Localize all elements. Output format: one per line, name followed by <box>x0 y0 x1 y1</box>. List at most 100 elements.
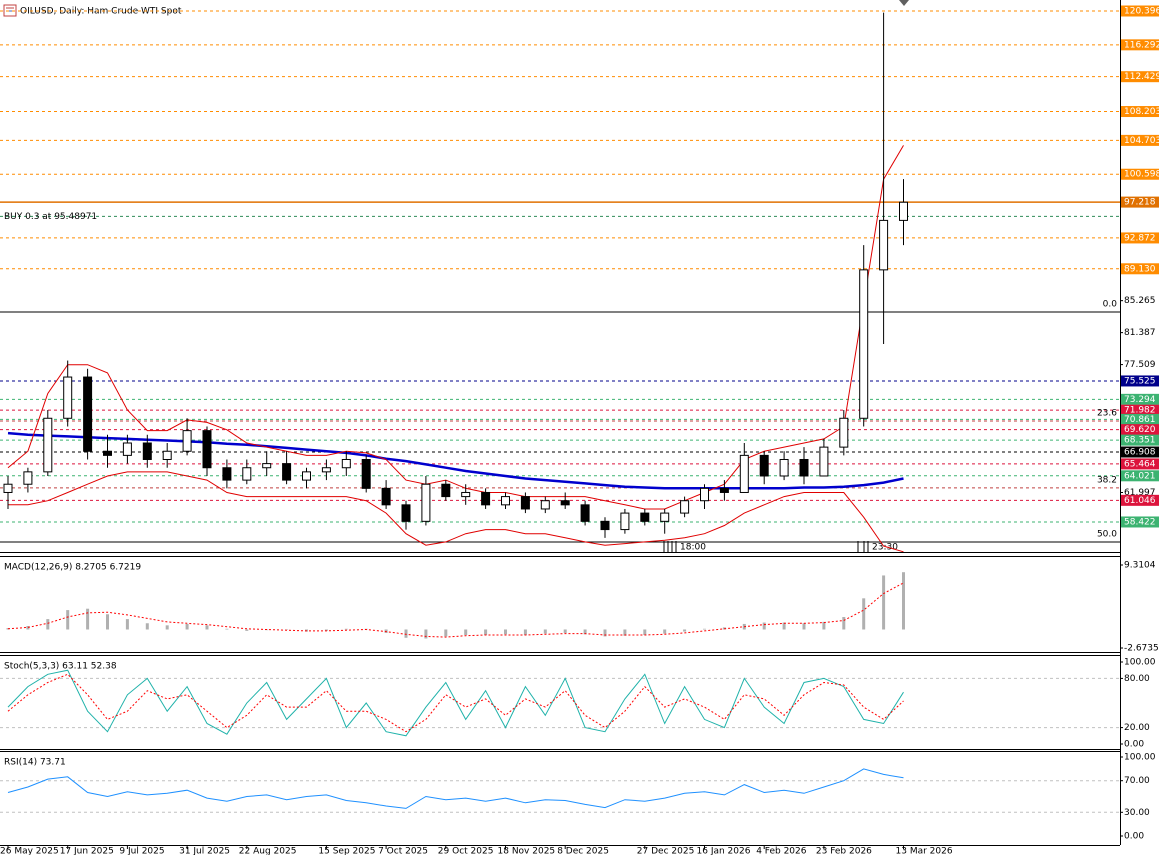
price-tag <box>1121 458 1159 470</box>
x-tick-label: 23 Feb 2026 <box>816 847 872 855</box>
candle-body <box>202 430 212 469</box>
candle-body <box>122 442 132 456</box>
candle-body <box>321 467 331 473</box>
candle-body <box>540 500 550 510</box>
price-tag-label: 66.908 <box>1124 448 1156 458</box>
candle-body <box>481 491 491 506</box>
y-tick-label: 81.387 <box>1124 328 1156 338</box>
price-tag-label: 75.525 <box>1124 376 1156 386</box>
macd-bar <box>842 617 846 630</box>
candle-body <box>361 458 371 489</box>
macd-bar <box>404 629 408 638</box>
pane <box>0 10 1120 552</box>
price-tag <box>1121 168 1159 180</box>
pane <box>0 768 1120 813</box>
candle-body <box>600 520 610 531</box>
fib-label: 23.6 <box>1097 408 1117 418</box>
price-tag-label: 120.396 <box>1124 6 1159 16</box>
x-tick-label: 22 Aug 2025 <box>239 847 297 855</box>
candle-body <box>222 467 232 481</box>
macd-bar <box>165 625 169 630</box>
fib-label: 38.2 <box>1097 475 1117 485</box>
price-tag <box>1121 71 1159 83</box>
candle-body <box>381 487 391 506</box>
candle-body <box>839 417 849 448</box>
candle-body <box>739 454 749 493</box>
overlay-line <box>8 471 904 552</box>
price-tag <box>1121 393 1159 405</box>
macd-bar <box>225 628 229 630</box>
macd-bar <box>66 610 70 630</box>
price-tag <box>1121 446 1159 458</box>
candle-body <box>819 446 829 477</box>
y-tick-label: 70.00 <box>1124 776 1150 786</box>
price-tag <box>1121 39 1159 51</box>
candle-body <box>560 500 570 506</box>
x-tick-label: 7 Oct 2025 <box>378 847 428 855</box>
macd-bar <box>424 629 428 639</box>
overlay-line <box>7 145 904 510</box>
macd-bar <box>583 629 587 635</box>
pane <box>0 669 1120 737</box>
price-tag-label: 73.294 <box>1124 395 1156 405</box>
x-tick-label: 16 Jan 2026 <box>697 847 751 855</box>
candle-body <box>620 512 630 531</box>
x-tick-label: 13 Mar 2026 <box>896 847 953 855</box>
price-tag-label: 65.464 <box>1124 459 1156 469</box>
macd-bar <box>464 629 468 636</box>
y-tick-label: 80.00 <box>1124 674 1150 684</box>
macd-bar <box>822 621 826 630</box>
fib-label: 0.0 <box>1103 299 1118 309</box>
price-tag-label: 104.703 <box>1124 136 1159 146</box>
candle-body <box>421 483 431 522</box>
x-tick-label: 18 Nov 2025 <box>498 847 556 855</box>
price-tag-label: 68.351 <box>1124 436 1156 446</box>
candle-body <box>660 512 670 522</box>
price-tag <box>1121 424 1159 436</box>
indicator-title: RSI(14) 73.71 <box>4 758 66 768</box>
candle-body <box>302 471 311 481</box>
candle-body <box>341 458 351 469</box>
chart-title: OILUSD, Daily: Ham Crude WTI Spot <box>20 7 182 17</box>
candle-body <box>262 463 272 469</box>
price-tag <box>1121 134 1159 146</box>
macd-bar <box>523 629 527 636</box>
price-tag-label: 112.429 <box>1124 72 1159 82</box>
candle-body <box>182 430 192 452</box>
price-tag <box>1121 494 1159 506</box>
x-tick-label: 26 May 2025 <box>0 847 59 855</box>
candle-body <box>401 504 411 522</box>
candle-body <box>43 417 53 473</box>
price-tag-label: 108.203 <box>1124 107 1159 117</box>
y-tick-label: 20.00 <box>1124 723 1150 733</box>
macd-bar <box>643 629 647 636</box>
overlay-line <box>7 431 904 490</box>
macd-bar <box>882 575 886 630</box>
price-tag-label: 100.598 <box>1124 170 1159 180</box>
price-tag-label: 97.218 <box>1124 198 1156 208</box>
price-tag-label: 92.872 <box>1124 233 1156 243</box>
candle-body <box>162 450 172 460</box>
y-tick-label: 0.00 <box>1124 832 1144 842</box>
price-tag-label: 69.620 <box>1124 425 1156 435</box>
price-tag <box>1121 470 1159 482</box>
candle-body <box>103 450 112 456</box>
candle-body <box>759 454 769 477</box>
candle-body <box>23 471 33 485</box>
macd-bar <box>623 629 627 636</box>
price-tag-label: 70.861 <box>1124 415 1156 425</box>
macd-bar <box>683 629 687 632</box>
macd-bar <box>205 625 209 630</box>
shift-marker <box>899 0 909 6</box>
price-tag <box>1121 404 1159 416</box>
candle-body <box>719 487 729 493</box>
y-tick-label: 30.00 <box>1124 808 1150 818</box>
macd-bar <box>86 608 90 630</box>
x-tick-label: 27 Dec 2025 <box>637 847 695 855</box>
x-tick-label: 17 Jun 2025 <box>60 847 114 855</box>
macd-bar <box>106 614 109 630</box>
y-tick-label: 77.509 <box>1124 360 1156 370</box>
price-tag <box>1121 106 1159 118</box>
macd-bar <box>862 598 866 630</box>
candle-body <box>501 496 510 506</box>
